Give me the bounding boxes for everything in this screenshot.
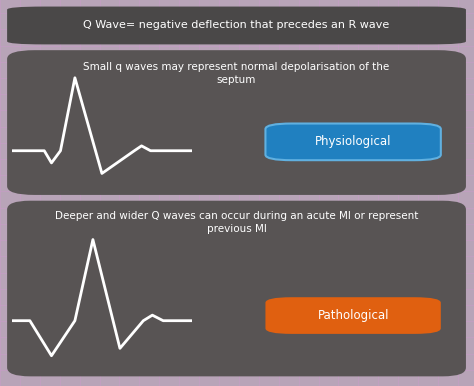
Text: Q Wave= negative deflection that precedes an R wave: Q Wave= negative deflection that precede… — [83, 20, 390, 30]
FancyBboxPatch shape — [7, 7, 466, 44]
FancyBboxPatch shape — [265, 124, 441, 160]
Text: Deeper and wider Q waves can occur during an acute MI or represent
previous MI: Deeper and wider Q waves can occur durin… — [55, 211, 418, 234]
Text: Pathological: Pathological — [318, 309, 389, 322]
Text: Small q waves may represent normal depolarisation of the
septum: Small q waves may represent normal depol… — [83, 62, 390, 85]
FancyBboxPatch shape — [7, 50, 466, 195]
FancyBboxPatch shape — [265, 297, 441, 334]
Text: Physiological: Physiological — [315, 135, 392, 148]
FancyBboxPatch shape — [7, 201, 466, 376]
